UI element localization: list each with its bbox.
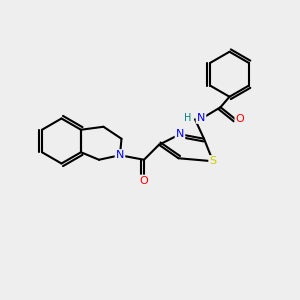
- Text: S: S: [209, 156, 217, 166]
- Text: N: N: [197, 113, 205, 123]
- Text: N: N: [176, 129, 184, 139]
- Text: O: O: [236, 114, 244, 124]
- Text: H: H: [184, 113, 191, 123]
- Text: O: O: [140, 176, 148, 186]
- Text: N: N: [116, 150, 124, 160]
